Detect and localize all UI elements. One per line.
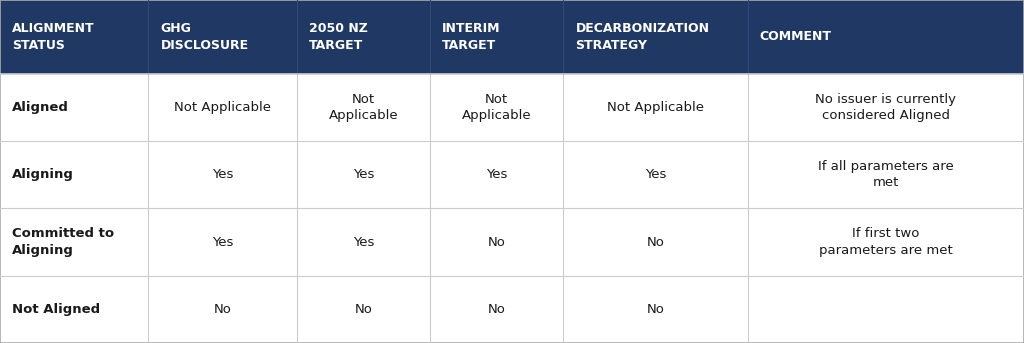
- Text: Committed to
Aligning: Committed to Aligning: [12, 227, 115, 257]
- Text: No: No: [646, 303, 665, 316]
- Text: No issuer is currently
considered Aligned: No issuer is currently considered Aligne…: [815, 93, 956, 122]
- Text: Not
Applicable: Not Applicable: [329, 93, 398, 122]
- Text: Not Applicable: Not Applicable: [174, 101, 271, 114]
- Bar: [0, 141, 1024, 209]
- Text: If all parameters are
met: If all parameters are met: [818, 160, 953, 189]
- Bar: [0, 0, 1024, 74]
- Text: Not
Applicable: Not Applicable: [462, 93, 531, 122]
- Text: Yes: Yes: [353, 236, 374, 249]
- Text: ALIGNMENT
STATUS: ALIGNMENT STATUS: [12, 22, 95, 52]
- Bar: [0, 74, 1024, 141]
- Text: No: No: [354, 303, 373, 316]
- Text: INTERIM
TARGET: INTERIM TARGET: [442, 22, 501, 52]
- Text: No: No: [646, 236, 665, 249]
- Text: 2050 NZ
TARGET: 2050 NZ TARGET: [309, 22, 368, 52]
- Text: Not Aligned: Not Aligned: [12, 303, 100, 316]
- Text: Aligned: Aligned: [12, 101, 70, 114]
- Text: Not Applicable: Not Applicable: [607, 101, 703, 114]
- Text: DECARBONIZATION
STRATEGY: DECARBONIZATION STRATEGY: [575, 22, 710, 52]
- Text: Yes: Yes: [486, 168, 507, 181]
- Bar: [0, 276, 1024, 343]
- Text: Yes: Yes: [212, 236, 233, 249]
- Text: No: No: [487, 303, 506, 316]
- Text: Aligning: Aligning: [12, 168, 74, 181]
- Text: Yes: Yes: [353, 168, 374, 181]
- Text: If first two
parameters are met: If first two parameters are met: [819, 227, 952, 257]
- Text: No: No: [487, 236, 506, 249]
- Text: No: No: [214, 303, 231, 316]
- Text: COMMENT: COMMENT: [760, 31, 831, 43]
- Text: Yes: Yes: [212, 168, 233, 181]
- Text: Yes: Yes: [645, 168, 666, 181]
- Text: GHG
DISCLOSURE: GHG DISCLOSURE: [161, 22, 249, 52]
- Bar: [0, 208, 1024, 276]
